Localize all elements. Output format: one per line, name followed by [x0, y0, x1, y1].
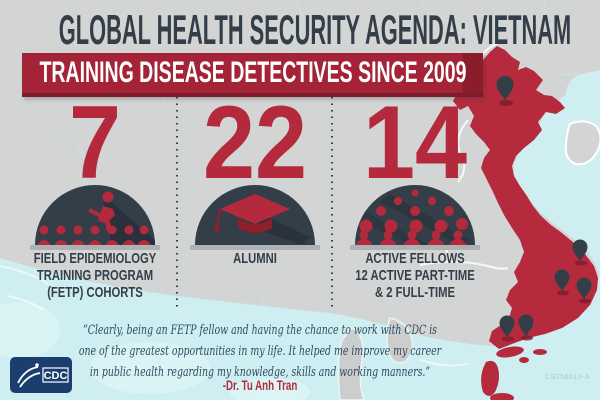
stat-cohorts: 7 FIELD EPIDE [10, 90, 180, 301]
doc-code: CS256013-A [545, 374, 591, 381]
stat-label-line: (FETP) COHORTS [47, 284, 143, 301]
quote-line: one of the greatest opportunities in my … [78, 344, 442, 359]
map-pin-icon [554, 269, 570, 291]
stat-alumni: 22 ALUMNI [170, 90, 340, 267]
stat-label-line: & 2 FULL-TIME [375, 284, 455, 301]
vietnam-islands [481, 346, 547, 400]
stat-value: 22 [202, 85, 308, 201]
quote: “Clearly, being an FETP fellow and havin… [15, 320, 505, 393]
dotted-divider [331, 97, 333, 309]
quote-line: “Clearly, being an FETP fellow and havin… [82, 323, 437, 338]
graduation-cap-icon [190, 185, 320, 250]
banner-text: TRAINING DISEASE DETECTIVES SINCE 2009 [39, 56, 466, 89]
stat-label-line: FIELD EPIDEMIOLOGY [33, 250, 157, 267]
map-pins [496, 76, 592, 342]
coast-waves [0, 265, 469, 367]
dotted-divider [176, 97, 178, 309]
classroom-audience-icon [30, 185, 160, 250]
crowd-icon [350, 185, 480, 250]
cdc-logo-text: CDC [44, 370, 68, 382]
quote-line: in public health regarding my knowledge,… [89, 365, 431, 380]
hainan-island [564, 120, 600, 166]
banner: TRAINING DISEASE DETECTIVES SINCE 2009 [22, 53, 483, 97]
map-pin-icon [576, 277, 592, 299]
stat-label-line: 12 ACTIVE PART-TIME [355, 267, 475, 284]
map-pin-icon [499, 315, 515, 337]
stat-label-line: TRAINING PROGRAM [36, 267, 154, 284]
stat-label-line: ALUMNI [233, 250, 277, 267]
quote-attribution: -Dr. Tu Anh Tran [222, 378, 298, 393]
stat-label-line: ACTIVE FELLOWS [365, 250, 465, 267]
map-pin-icon [572, 239, 588, 261]
stat-value: 7 [68, 85, 122, 201]
cdc-logo: CDC [10, 357, 72, 393]
sea [0, 70, 600, 400]
stat-active-fellows: 14 ACTIVE FELLOWS 12 ACTIVE PART-TIME & … [330, 90, 500, 301]
stat-value: 14 [362, 85, 468, 201]
shallow-water-blobs [0, 302, 310, 400]
page-title: GLOBAL HEALTH SECURITY AGENDA: VIETNAM [58, 6, 572, 53]
peninsula-land [337, 317, 414, 400]
map-pin-icon [518, 314, 534, 336]
map-pin-icon [496, 76, 514, 100]
